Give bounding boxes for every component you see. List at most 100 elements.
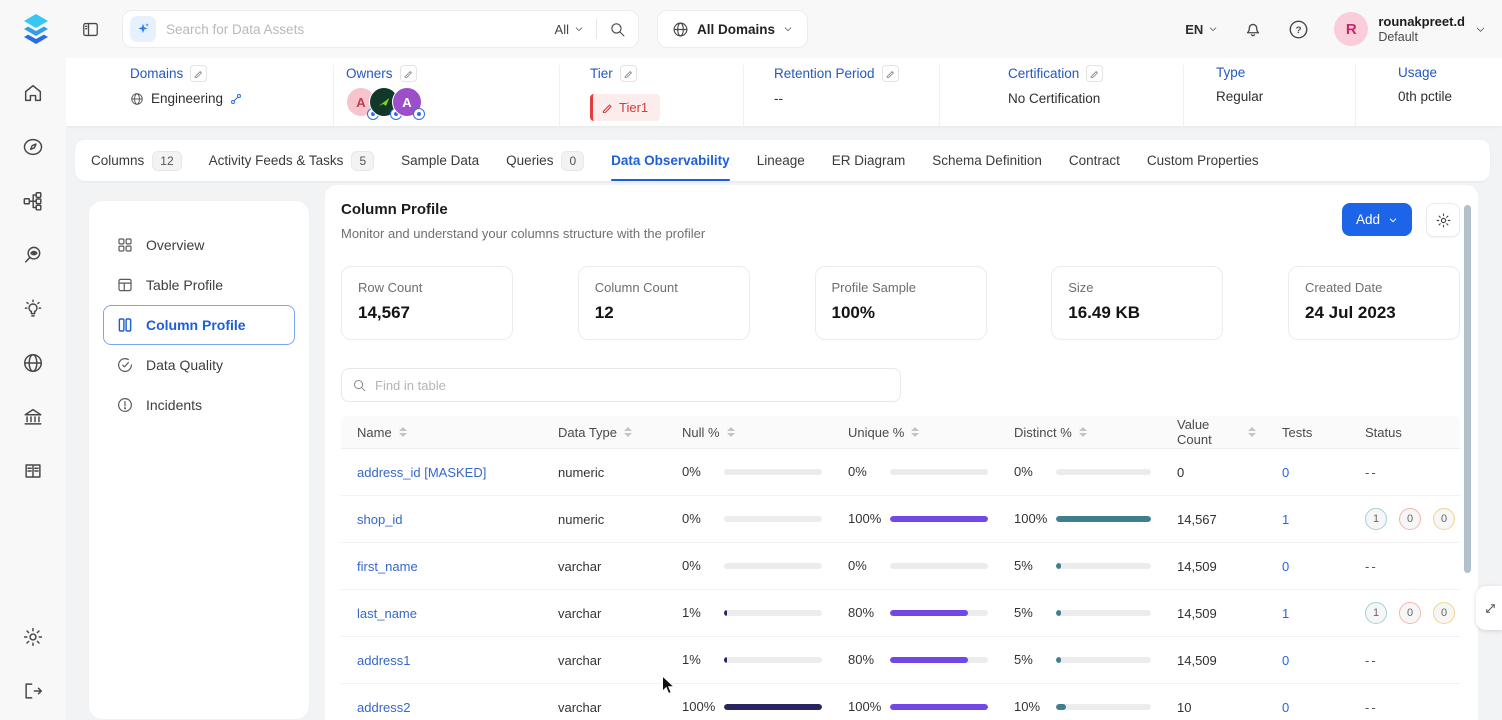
distinct-pct-cell: 10% [998,690,1161,720]
rail-item-domains[interactable] [0,336,66,390]
distinct-pct-bar [1056,468,1151,475]
tab-lineage[interactable]: Lineage [756,153,805,168]
help-icon[interactable]: ? [1288,19,1309,40]
page-title: Column Profile [341,201,448,218]
tab-activity-feeds[interactable]: Activity Feeds & Tasks 5 [209,140,375,181]
tab-data-observability[interactable]: Data Observability [611,140,730,181]
table-row: shop_id numeric 0% 100% 100% 14,567 1 1 0 0 [341,496,1460,543]
tab-columns[interactable]: Columns 12 [91,140,182,181]
sidebar-item-overview[interactable]: Overview [103,225,295,265]
stat-row-count: Row Count 14,567 [341,266,513,340]
data-type-cell: varchar [558,699,602,715]
tests-count-link[interactable]: 0 [1282,652,1290,668]
find-in-table-input[interactable] [375,377,890,393]
sidebar-item-data-quality[interactable]: Data Quality [103,345,295,385]
edit-certification-icon[interactable] [1086,65,1104,82]
value-count-cell: 0 [1177,464,1185,480]
notifications-bell-icon[interactable] [1243,19,1263,39]
column-name-link[interactable]: last_name [357,605,417,621]
owner-avatar[interactable]: A [392,87,425,120]
tab-custom-properties[interactable]: Custom Properties [1146,153,1259,168]
tests-count-link[interactable]: 0 [1282,558,1290,574]
edit-domains-icon[interactable] [190,65,208,82]
rail-item-governance[interactable] [0,390,66,444]
rail-item-logout[interactable] [0,664,66,718]
domain-value[interactable]: Engineering [151,91,224,106]
column-name-link[interactable]: shop_id [357,511,403,527]
user-menu[interactable]: R rounakpreet.d Default [1334,12,1486,46]
edit-owners-icon[interactable] [399,65,417,82]
tests-count-link[interactable]: 0 [1282,464,1290,480]
data-type-cell: varchar [558,605,602,621]
tests-cell: 0 [1266,645,1349,676]
link-icon[interactable] [230,93,242,105]
rail-item-settings[interactable] [0,610,66,664]
tab-contract[interactable]: Contract [1068,153,1120,168]
value-count-cell: 14,509 [1177,652,1217,668]
tab-er-diagram[interactable]: ER Diagram [831,153,906,168]
rail-item-home[interactable] [0,66,66,120]
tests-count-link[interactable]: 0 [1282,699,1290,715]
status-cell: -- [1349,645,1460,676]
sidebar-item-incidents[interactable]: Incidents [103,385,295,425]
name-cell: last_name [341,598,542,629]
null-pct-value: 1% [682,652,701,668]
search-icon[interactable] [609,21,626,38]
search-input[interactable] [166,21,555,37]
app-logo-icon[interactable] [17,10,55,48]
edit-retention-icon[interactable] [881,65,899,82]
column-name-link[interactable]: first_name [357,558,418,574]
global-search[interactable]: All [122,10,639,48]
sort-icon[interactable] [624,427,633,437]
sidebar-item-table-profile[interactable]: Table Profile [103,265,295,305]
all-domains-dropdown[interactable]: All Domains [657,10,809,48]
rail-item-insights[interactable] [0,282,66,336]
tests-count-link[interactable]: 1 [1282,511,1290,527]
rail-item-glossary[interactable] [0,444,66,498]
unique-pct-value: 100% [848,699,882,715]
resize-arrow-icon [1486,603,1495,613]
sort-icon[interactable] [398,427,407,437]
tests-count-link[interactable]: 1 [1282,605,1290,621]
ai-sparkle-icon[interactable] [130,16,156,42]
language-selector[interactable]: EN [1185,22,1218,37]
sort-icon[interactable] [911,427,920,437]
sort-icon[interactable] [726,427,735,437]
profiler-settings-button[interactable] [1426,203,1460,237]
null-pct-cell: 100% [666,690,832,720]
tab-sample-data[interactable]: Sample Data [401,153,480,168]
chevron-down-icon [575,27,583,31]
tier-badge[interactable]: Tier1 [590,94,661,121]
find-in-table[interactable] [341,368,901,402]
column-name-link[interactable]: address1 [357,652,411,668]
search-scope-dropdown[interactable]: All [555,22,584,37]
tab-queries[interactable]: Queries 0 [506,140,585,181]
distinct-pct-bar [1056,515,1151,522]
bank-icon [24,408,42,425]
sidebar-item-column-profile[interactable]: Column Profile [103,305,295,345]
vertical-scrollbar[interactable] [1464,205,1471,573]
domains-label: Domains [130,66,184,81]
stat-created-date: Created Date 24 Jul 2023 [1288,266,1460,340]
unique-pct-bar [890,609,988,616]
sort-icon[interactable] [1248,427,1256,437]
rail-item-observability[interactable] [0,228,66,282]
edit-tier-icon[interactable] [619,65,637,82]
status-cell: -- [1349,692,1460,720]
sort-icon[interactable] [1078,427,1087,437]
status-empty: -- [1365,699,1378,715]
value-count-cell: 14,509 [1177,605,1217,621]
column-name-link[interactable]: address2 [357,699,411,715]
table-row: address_id [MASKED] numeric 0% 0% 0% 0 0 -- [341,449,1460,496]
resize-handle[interactable] [1476,586,1502,630]
compass-icon [23,138,43,156]
rail-item-lineage[interactable] [0,174,66,228]
add-button[interactable]: Add [1341,203,1412,236]
tab-schema-definition[interactable]: Schema Definition [932,153,1042,168]
null-pct-value: 100% [682,699,716,715]
sidebar-toggle-icon[interactable] [81,20,100,39]
retention-label: Retention Period [774,66,875,81]
rail-item-explore[interactable] [0,120,66,174]
column-name-link[interactable]: address_id [MASKED] [357,464,487,480]
